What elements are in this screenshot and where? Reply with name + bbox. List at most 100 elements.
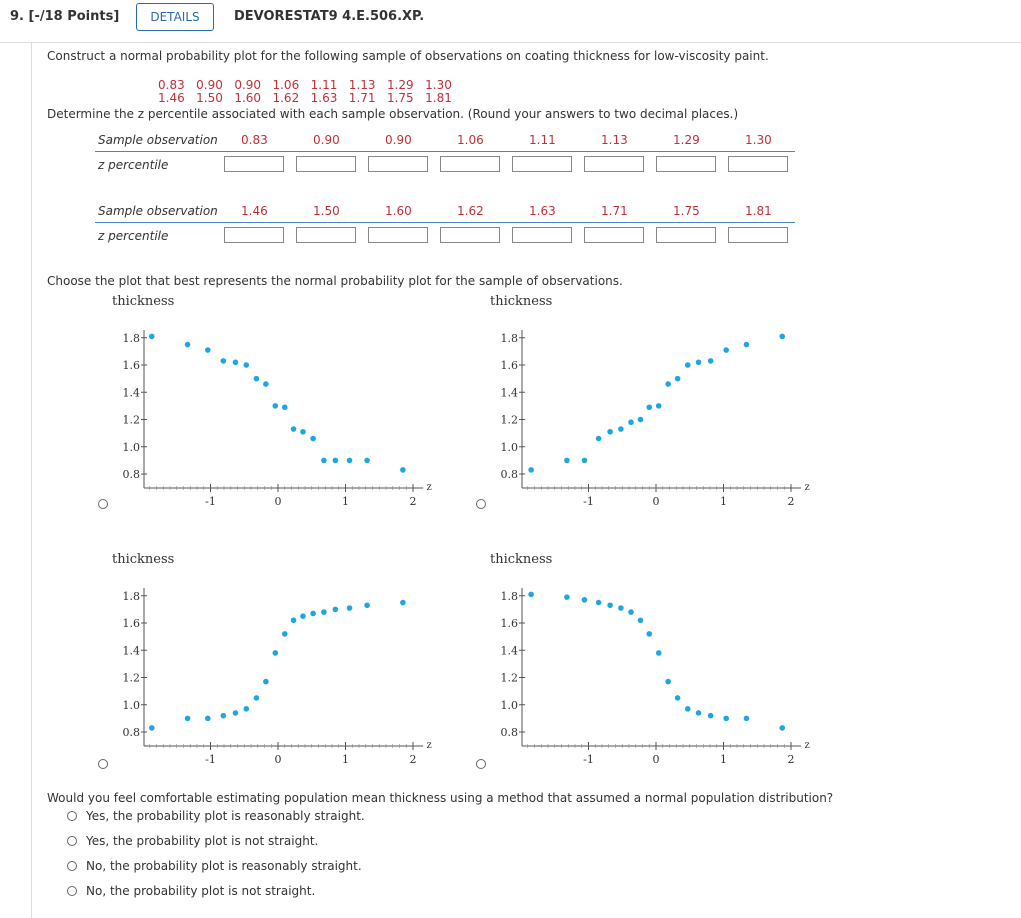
row2-z-input-6[interactable] xyxy=(584,227,644,243)
plot-option-b-radio[interactable] xyxy=(476,499,486,509)
details-button[interactable]: DETAILS xyxy=(136,3,214,31)
plot-4-ytick-label: 1.2 xyxy=(501,672,519,685)
answer-radio-4[interactable] xyxy=(67,886,77,896)
plot-2-xtick-label: -1 xyxy=(583,495,594,508)
answer-label-2[interactable]: Yes, the probability plot is not straigh… xyxy=(86,834,319,848)
plot-2-point xyxy=(581,457,588,464)
obs-row1-value-4: 1.06 xyxy=(457,133,484,147)
plot-1-point xyxy=(243,362,250,368)
plot-2-point xyxy=(595,435,602,442)
plot-2-point xyxy=(564,457,570,464)
plot-2-ytick-label: 1.2 xyxy=(501,414,519,427)
answer-label-4[interactable]: No, the probability plot is not straight… xyxy=(86,884,316,898)
plot-1-xtick-label: 0 xyxy=(275,495,282,508)
question-number: 9. [-/18 Points] xyxy=(10,9,120,24)
plot-3-ytick-label: 1.6 xyxy=(123,617,141,630)
plot-2-ytick-label: 1.0 xyxy=(501,441,519,454)
plot-3-ytick-label: 1.0 xyxy=(123,699,141,712)
table-divider-2 xyxy=(95,222,795,223)
row1-z-input-2[interactable] xyxy=(296,156,356,172)
obs-row1-value-5: 1.11 xyxy=(529,133,556,147)
row1-z-input-5[interactable] xyxy=(512,156,572,172)
plot-1-point xyxy=(220,358,227,364)
plot-3-point xyxy=(220,712,227,719)
answer-radio-2[interactable] xyxy=(67,836,77,846)
data-line-1: 0.83 0.90 0.90 1.06 1.11 1.13 1.29 1.30 xyxy=(158,78,452,92)
plot-3-xtick-label: 2 xyxy=(410,753,417,766)
row1-z-input-6[interactable] xyxy=(584,156,644,172)
row1-z-input-4[interactable] xyxy=(440,156,500,172)
plot-4-point xyxy=(646,631,653,637)
plot-4-point xyxy=(528,591,534,598)
plot-4-point xyxy=(723,715,729,722)
plot-2-point xyxy=(618,426,624,432)
plot-4-point xyxy=(564,594,570,600)
plot-4-point xyxy=(581,597,588,603)
instruction-text: Determine the z percentile associated wi… xyxy=(47,107,739,121)
plot-4-xtick-label: -1 xyxy=(583,753,594,766)
plot-option-c-radio[interactable] xyxy=(98,759,108,769)
plot-1-point xyxy=(300,428,306,435)
plot-2-ylabel: thickness xyxy=(490,294,552,309)
obs-row2-value-6: 1.71 xyxy=(601,204,628,218)
row-label-z: z percentile xyxy=(98,158,169,172)
plot-option-a-radio[interactable] xyxy=(98,499,108,509)
answer-label-3[interactable]: No, the probability plot is reasonably s… xyxy=(86,859,362,873)
plot-3-xtick-label: -1 xyxy=(205,753,216,766)
plot-option-d-radio[interactable] xyxy=(476,759,486,769)
plot-4-point xyxy=(595,599,602,606)
row2-z-input-4[interactable] xyxy=(440,227,500,243)
obs-row2-value-8: 1.81 xyxy=(745,204,772,218)
row2-z-input-3[interactable] xyxy=(368,227,428,243)
row1-z-input-1[interactable] xyxy=(224,156,284,172)
row2-z-input-5[interactable] xyxy=(512,227,572,243)
row2-z-input-7[interactable] xyxy=(656,227,716,243)
plot-1-ytick-label: 1.2 xyxy=(123,414,141,427)
row2-z-input-1[interactable] xyxy=(224,227,284,243)
obs-row2-value-7: 1.75 xyxy=(673,204,700,218)
plot-4-point xyxy=(779,725,786,731)
plot-1-ytick-label: 1.4 xyxy=(123,386,141,399)
answer-radio-1[interactable] xyxy=(67,811,77,821)
plot-4-point xyxy=(628,609,634,615)
plot-2-ytick-label: 1.6 xyxy=(501,359,519,372)
plot-2-xtick-label: 2 xyxy=(788,495,795,508)
answer-radio-3[interactable] xyxy=(67,861,77,871)
plot-3-xlabel: z xyxy=(427,740,432,751)
obs-row1-value-8: 1.30 xyxy=(745,133,772,147)
row1-z-input-7[interactable] xyxy=(656,156,716,172)
plot-2-xtick-label: 0 xyxy=(653,495,660,508)
plot-2-point xyxy=(607,428,613,435)
plot-panel-3: thickness 1.8 1.6 1.4 1.2 1.0 0.8 -1 0 1 2z xyxy=(112,552,432,766)
plot-panel-4: thickness 1.8 1.6 1.4 1.2 1.0 0.8 -1 0 1 2z xyxy=(490,552,810,766)
answer-label-1[interactable]: Yes, the probability plot is reasonably … xyxy=(86,809,365,823)
plot-3-point xyxy=(281,631,288,637)
plot-2-ytick-label: 0.8 xyxy=(501,468,519,481)
plot-3-point xyxy=(321,609,327,615)
row2-z-input-2[interactable] xyxy=(296,227,356,243)
plot-4-point xyxy=(665,678,671,685)
plot-2-point xyxy=(655,403,662,409)
row1-z-input-3[interactable] xyxy=(368,156,428,172)
plot-1-xtick-label: 1 xyxy=(342,495,349,508)
plot-4-ytick-label: 1.6 xyxy=(501,617,519,630)
question-header: 9. [-/18 Points] DETAILS DEVORESTAT9 4.E… xyxy=(0,0,1021,43)
plot-3-ytick-label: 1.2 xyxy=(123,672,141,685)
final-question-text: Would you feel comfortable estimating po… xyxy=(47,791,834,805)
plot-3-point xyxy=(310,610,316,617)
plot-4-point xyxy=(707,712,714,719)
plot-1-ytick-label: 1.8 xyxy=(123,332,141,345)
obs-row1-value-6: 1.13 xyxy=(601,133,628,147)
plot-4-point xyxy=(618,605,624,611)
plot-2-ytick-label: 1.8 xyxy=(501,332,519,345)
row2-z-input-8[interactable] xyxy=(728,227,788,243)
plot-3-point xyxy=(346,605,353,611)
row1-z-input-8[interactable] xyxy=(728,156,788,172)
plot-panel-1: thickness 1.8 1.6 1.4 1.2 1.0 0.8 -1 0 1 2z xyxy=(112,294,432,508)
obs-row2-value-2: 1.50 xyxy=(313,204,340,218)
obs-row1-value-2: 0.90 xyxy=(313,133,340,147)
plot-1-ytick-label: 0.8 xyxy=(123,468,141,481)
table-divider-1 xyxy=(95,151,795,152)
plot-1-point xyxy=(346,457,353,464)
plot-1-xlabel: z xyxy=(427,482,432,493)
